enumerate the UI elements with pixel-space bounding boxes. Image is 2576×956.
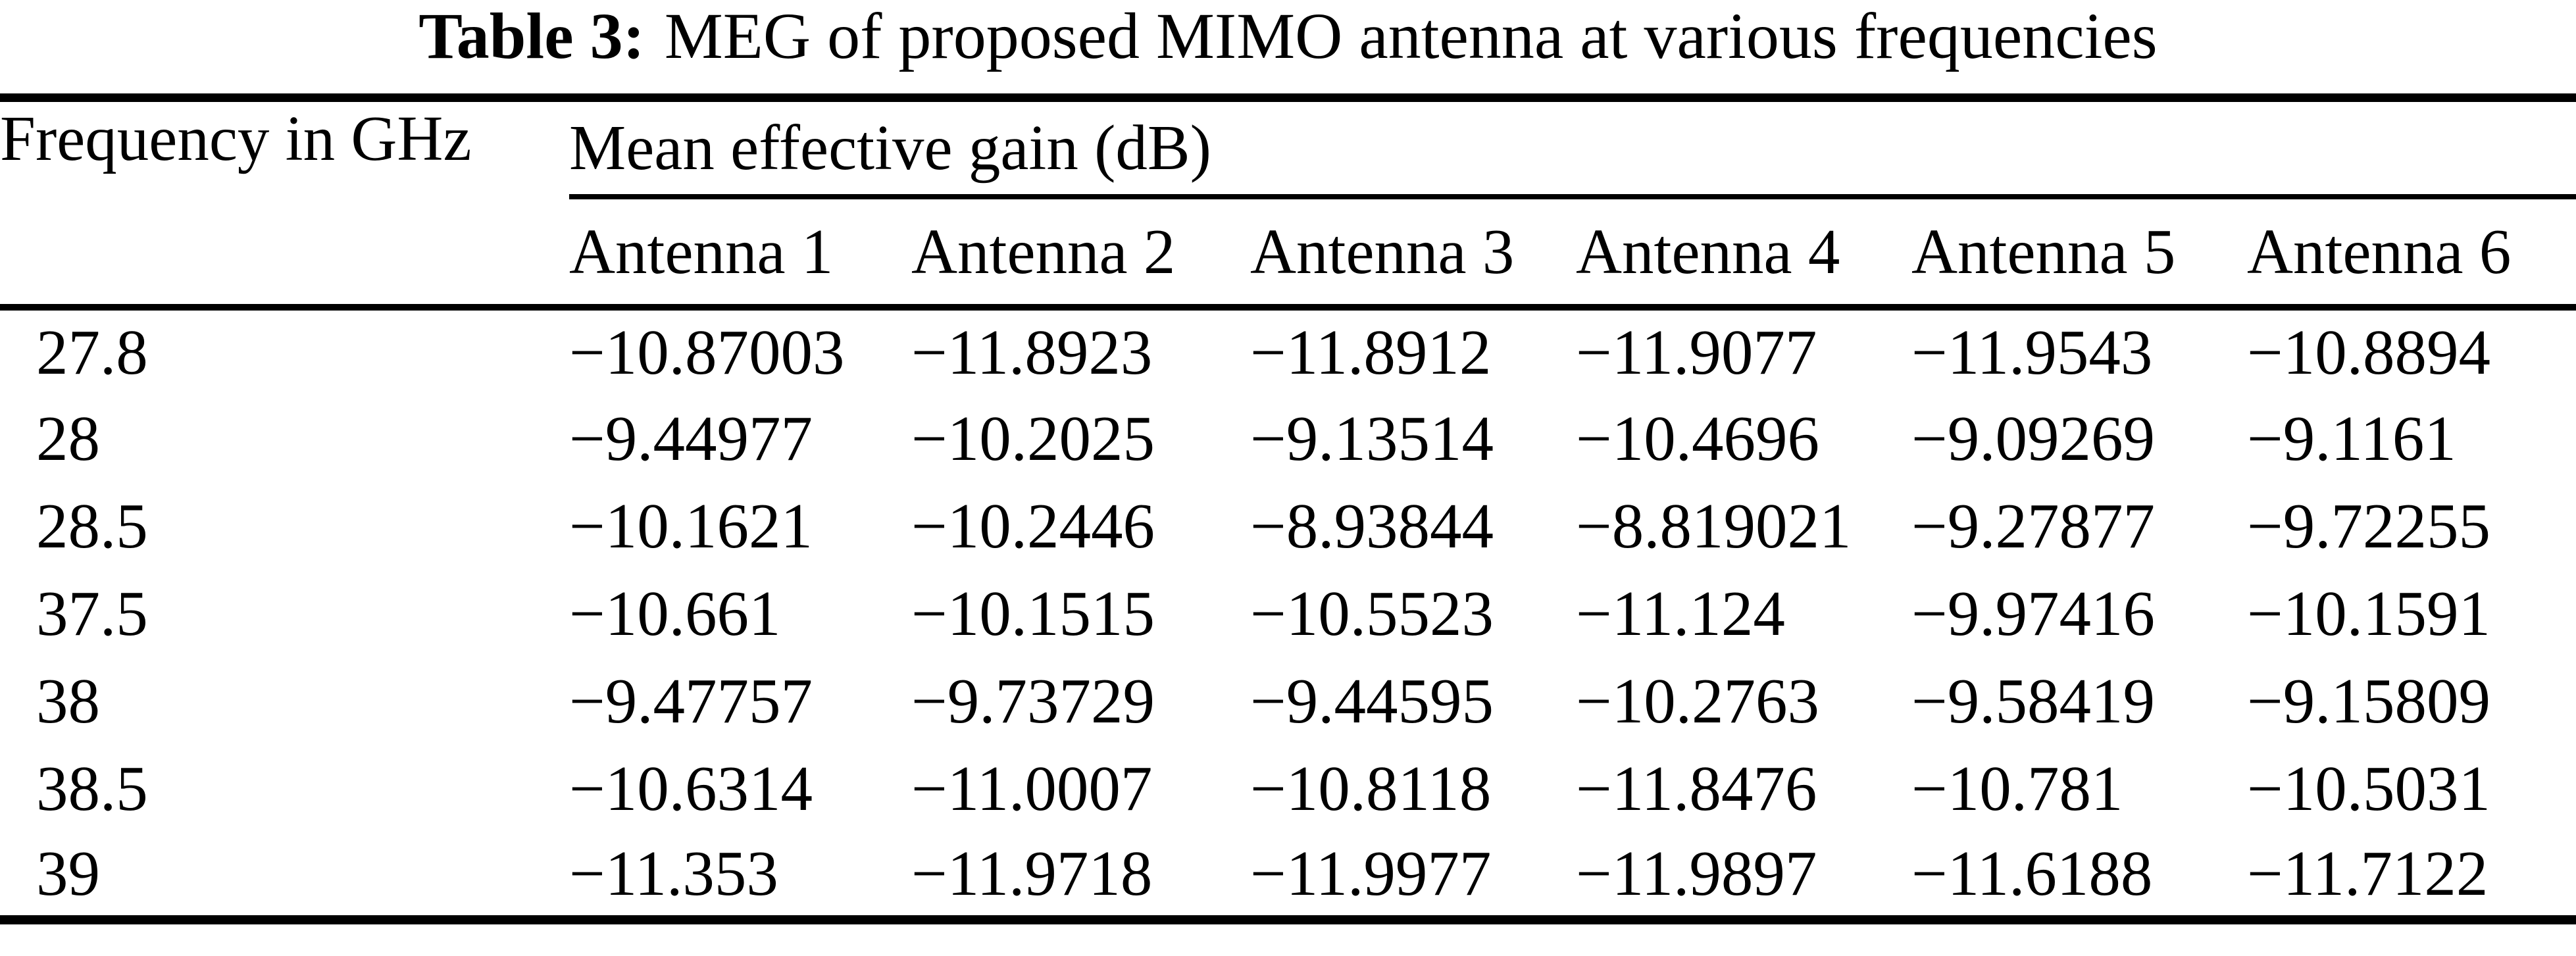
antenna-5-header: Antenna 5 [1911,196,2247,311]
table-row: 38.5 −10.6314 −11.0007 −10.8118 −11.8476 −10.… [0,745,2576,832]
meg-value: −10.8894 [2247,317,2490,388]
meg-value: −9.44977 [569,403,813,474]
meg-value: −11.6188 [1911,838,2153,909]
table-row: 28 −9.44977 −10.2025 −9.13514 −10.4696 −9.092… [0,395,2576,482]
table-caption: Table 3: MEG of proposed MIMO antenna at … [0,0,2576,93]
meg-value: −10.781 [1911,753,2123,824]
meg-value: −10.5031 [2247,753,2490,824]
meg-value: −10.4696 [1576,403,1819,474]
meg-value: −10.661 [569,578,781,649]
meg-value: −9.97416 [1911,578,2155,649]
meg-value: −11.8912 [1250,317,1492,388]
meg-value: −9.15809 [2247,665,2490,736]
meg-value: −10.1591 [2247,578,2490,649]
table-body: 27.8 −10.87003 −11.8923 −11.8912 −11.9077 −11… [0,307,2576,920]
meg-value: −11.9543 [1911,317,2153,388]
frequency-value: 27.8 [36,317,148,388]
frequency-value: 39 [36,838,100,909]
table-row: 39 −11.353 −11.9718 −11.9977 −11.9897 −11.618… [0,832,2576,920]
meg-value: −8.819021 [1576,490,1852,561]
antenna-header-row: Antenna 1 Antenna 2 Antenna 3 Antenna 4 … [0,196,2576,311]
antenna-4-header: Antenna 4 [1576,196,1911,311]
meg-table: Frequency in GHz Mean effective gain (dB… [0,93,2576,924]
meg-value: −8.93844 [1250,490,1494,561]
meg-value: −10.1621 [569,490,813,561]
meg-value: −11.124 [1576,578,1785,649]
group-header-row: Frequency in GHz Mean effective gain (dB… [0,97,2576,311]
mean-effective-gain-header: Mean effective gain (dB) [569,97,2576,199]
meg-value: −10.2446 [911,490,1155,561]
meg-value: −11.9977 [1250,838,1492,909]
meg-value: −11.0007 [911,753,1153,824]
meg-value: −11.8476 [1576,753,1817,824]
meg-value: −9.73729 [911,665,1155,736]
meg-value: −9.58419 [1911,665,2155,736]
meg-value: −11.9077 [1576,317,1817,388]
table-row: 28.5 −10.1621 −10.2446 −8.93844 −8.819021 −9.… [0,482,2576,570]
meg-value: −11.8923 [911,317,1153,388]
antenna-1-header: Antenna 1 [569,196,911,311]
frequency-value: 28 [36,403,100,474]
meg-value: −9.47757 [569,665,813,736]
table-caption-label: Table 3: [418,0,645,72]
meg-value: −9.1161 [2247,403,2456,474]
meg-value: −10.5523 [1250,578,1494,649]
meg-value: −10.8118 [1250,753,1492,824]
meg-value: −10.2025 [911,403,1155,474]
table-row: 37.5 −10.661 −10.1515 −10.5523 −11.124 −9.974… [0,570,2576,657]
table-row: 38 −9.47757 −9.73729 −9.44595 −10.2763 −9.584… [0,657,2576,745]
table-row: 27.8 −10.87003 −11.8923 −11.8912 −11.9077 −11… [0,307,2576,395]
meg-value: −10.2763 [1576,665,1819,736]
meg-value: −11.7122 [2247,838,2488,909]
meg-value: −10.6314 [569,753,813,824]
antenna-6-header: Antenna 6 [2247,196,2576,311]
frequency-value: 38 [36,665,100,736]
frequency-value: 28.5 [36,490,148,561]
meg-value: −9.27877 [1911,490,2155,561]
antenna-3-header: Antenna 3 [1250,196,1576,311]
frequency-value: 37.5 [36,578,148,649]
meg-value: −9.72255 [2247,490,2490,561]
meg-value: −11.353 [569,838,778,909]
meg-value: −10.1515 [911,578,1155,649]
frequency-column-header: Frequency in GHz [0,97,569,311]
meg-value: −11.9718 [911,838,1153,909]
meg-value: −9.13514 [1250,403,1494,474]
meg-value: −11.9897 [1576,838,1817,909]
frequency-value: 38.5 [36,753,148,824]
meg-value: −9.44595 [1250,665,1494,736]
antenna-2-header: Antenna 2 [911,196,1250,311]
table-caption-text: MEG of proposed MIMO antenna at various … [664,0,2158,72]
meg-value: −9.09269 [1911,403,2155,474]
meg-value: −10.87003 [569,317,845,388]
